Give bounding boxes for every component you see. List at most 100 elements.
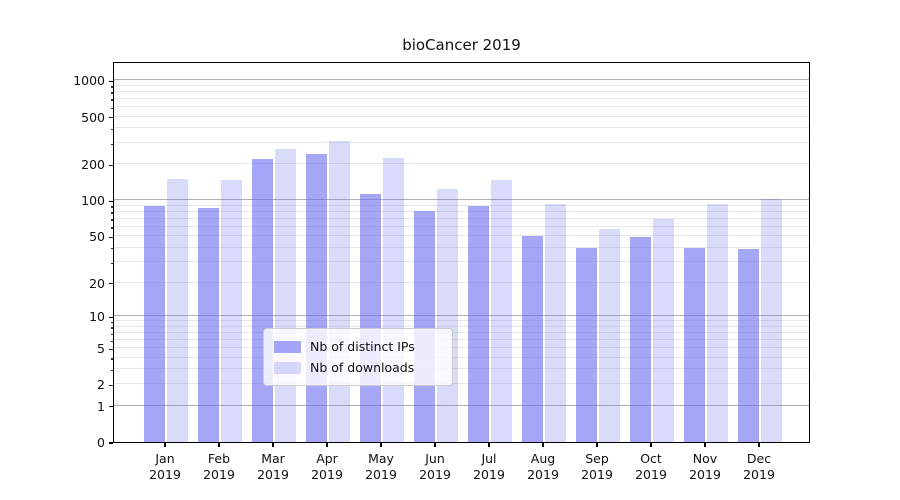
x-tick-nov [704,443,706,447]
x-tick-year: 2019 [581,467,613,482]
gridline-minor-6 [114,339,809,341]
x-tick-label-sep: Sep 2019 [570,451,624,483]
y-minortick-40 [110,248,113,250]
gridline-minor-70 [114,217,809,219]
y-minortick-200 [110,164,113,167]
x-tick-jul [488,443,490,447]
y-minortick-9 [110,321,113,324]
bar-ips-dec [738,248,759,442]
y-minortick-500 [110,117,113,119]
bar-ips-feb [198,208,219,442]
bar-ips-apr [306,153,327,442]
y-minortick-30 [110,262,113,264]
gridline-minor-700 [114,97,809,99]
x-tick-jan [164,443,166,447]
x-tick-apr [326,443,328,447]
bar-ips-jan [144,205,165,442]
bar-ips-mar [252,159,273,442]
x-tick-month: Jun [425,451,445,466]
bar-downloads-aug [545,204,566,442]
gridline-major-100 [114,199,809,201]
x-tick-label-aug: Aug 2019 [516,451,570,483]
gridline-minor-300 [114,142,809,144]
x-tick-year: 2019 [527,467,559,482]
gridline-minor-30 [114,261,809,263]
bar-downloads-may [383,158,404,442]
x-tick-year: 2019 [365,467,397,482]
y-minortick-8 [110,327,113,329]
bar-downloads-feb [221,180,242,442]
x-tick-month: Sep [585,451,609,466]
bar-downloads-jul [491,180,512,442]
plot-area [113,62,810,443]
bar-downloads-jan [167,178,188,442]
legend: Nb of distinct IPs Nb of downloads [263,328,453,386]
gridline-minor-40 [114,246,809,248]
x-tick-label-nov: Nov 2019 [678,451,732,483]
legend-swatch-downloads [274,361,301,374]
y-minortick-400 [110,128,113,130]
x-tick-month: Jan [155,451,175,466]
y-minortick-800 [110,92,113,94]
y-tick-100 [109,200,113,203]
x-tick-mar [272,443,274,447]
x-tick-month: May [368,451,394,466]
bar-downloads-oct [653,218,674,442]
y-minortick-600 [110,107,113,109]
bar-downloads-jun [437,188,458,442]
gridline-minor-2 [114,383,809,385]
x-tick-year: 2019 [689,467,721,482]
x-tick-label-apr: Apr 2019 [300,451,354,483]
gridline-minor-4 [114,356,809,358]
y-minortick-7 [110,333,113,335]
gridline-major-1 [114,404,809,406]
y-tick-label-1000: 1000 [73,73,105,89]
x-tick-year: 2019 [419,467,451,482]
y-minortick-5 [110,348,113,350]
x-tick-jun [434,443,436,447]
bar-downloads-dec [761,198,782,442]
legend-label-downloads: Nb of downloads [310,360,415,375]
y-minortick-3 [110,369,113,372]
gridline-minor-8 [114,325,809,327]
y-tick-label-5: 5 [97,341,105,357]
bar-ips-sep [576,247,597,442]
x-tick-label-jan: Jan 2019 [138,451,192,483]
gridline-major-10 [114,315,809,317]
bar-ips-nov [684,247,705,442]
y-minortick-4 [110,358,113,360]
x-tick-year: 2019 [635,467,667,482]
x-tick-month: Aug [530,451,556,466]
y-tick-label-1: 1 [97,398,105,414]
gridline-minor-80 [114,210,809,212]
x-tick-label-feb: Feb 2019 [192,451,246,483]
x-tick-month: Nov [692,451,718,466]
y-tick-1000 [109,80,113,82]
y-minortick-900 [110,86,113,88]
x-tick-label-dec: Dec 2019 [732,451,786,483]
x-tick-month: Mar [261,451,285,466]
x-tick-oct [650,443,652,447]
y-tick-label-100: 100 [81,193,105,209]
y-tick-label-500: 500 [81,109,105,125]
gridline-minor-20 [114,281,809,283]
y-minortick-60 [110,227,113,229]
y-minortick-50 [110,236,113,238]
x-tick-aug [542,443,544,447]
x-tick-label-jun: Jun 2019 [408,451,462,483]
gridline-minor-50 [114,235,809,237]
x-tick-may [380,443,382,447]
bar-ips-jul [468,206,489,442]
x-tick-year: 2019 [149,467,181,482]
x-tick-year: 2019 [473,467,505,482]
bar-ips-jun [414,210,435,442]
x-tick-month: Feb [207,451,231,466]
y-tick-0 [109,442,113,444]
gridline-minor-500 [114,115,809,117]
x-tick-year: 2019 [257,467,289,482]
gridline-minor-600 [114,106,809,108]
gridline-minor-9 [114,320,809,322]
chart-title: bioCancer 2019 [402,36,521,54]
bar-downloads-nov [707,203,728,442]
bar-ips-may [360,194,381,442]
